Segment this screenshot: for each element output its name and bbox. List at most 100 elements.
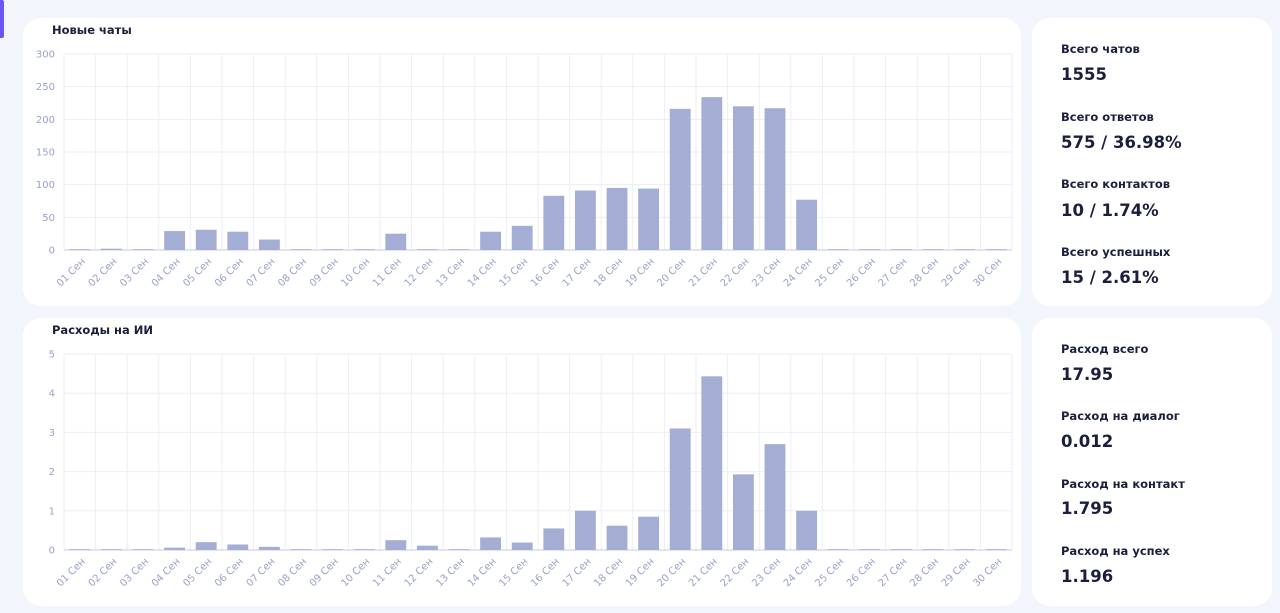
bar[interactable]	[859, 249, 881, 250]
x-tick-label: 04 Сен	[150, 556, 183, 589]
bar[interactable]	[669, 108, 691, 250]
x-tick-label: 20 Сен	[655, 556, 688, 589]
x-tick-label: 23 Сен	[750, 556, 783, 589]
y-tick-label: 0	[49, 246, 55, 257]
bar[interactable]	[132, 249, 154, 250]
bar[interactable]	[480, 537, 502, 550]
y-tick-label: 3	[49, 428, 55, 439]
bar[interactable]	[353, 249, 375, 250]
x-tick-label: 03 Сен	[118, 256, 151, 289]
bar[interactable]	[258, 546, 280, 550]
bar[interactable]	[859, 549, 881, 550]
bar[interactable]	[985, 549, 1007, 550]
bar[interactable]	[606, 525, 628, 550]
x-tick-label: 10 Сен	[339, 256, 372, 289]
bar[interactable]	[764, 108, 786, 250]
x-tick-label: 27 Сен	[877, 256, 910, 289]
bar[interactable]	[195, 229, 217, 250]
bar[interactable]	[164, 231, 186, 250]
bar[interactable]	[574, 510, 596, 550]
ai-costs-chart-card: Расходы на ИИ 0 1 2 3 4 5 01 Сен 02 Сен 03 Сен 04…	[23, 318, 1021, 606]
y-tick-label: 250	[36, 82, 55, 93]
bar[interactable]	[669, 428, 691, 550]
bar[interactable]	[985, 249, 1007, 250]
x-tick-label: 30 Сен	[971, 256, 1004, 289]
bar[interactable]	[701, 376, 723, 550]
bar[interactable]	[322, 549, 344, 550]
bar[interactable]	[353, 549, 375, 550]
x-tick-label: 06 Сен	[213, 556, 246, 589]
y-tick-label: 2	[49, 467, 55, 478]
x-tick-label: 13 Сен	[434, 556, 467, 589]
bar[interactable]	[796, 510, 818, 550]
stat-label-cost-total: Расход всего	[1061, 342, 1149, 356]
x-tick-label: 26 Сен	[845, 556, 878, 589]
y-tick-label: 300	[36, 50, 55, 61]
bar[interactable]	[448, 549, 470, 550]
bar[interactable]	[69, 549, 91, 550]
bar[interactable]	[796, 199, 818, 250]
bar[interactable]	[827, 249, 849, 250]
bar[interactable]	[827, 549, 849, 550]
bar[interactable]	[543, 528, 565, 550]
bar[interactable]	[416, 249, 438, 250]
stat-label-total-chats: Всего чатов	[1061, 42, 1140, 56]
stat-value-cost-per-contact: 1.795	[1061, 499, 1114, 518]
bar[interactable]	[164, 547, 186, 550]
bar[interactable]	[132, 549, 154, 550]
bar[interactable]	[227, 231, 249, 250]
x-tick-label: 13 Сен	[434, 256, 467, 289]
x-tick-label: 26 Сен	[845, 256, 878, 289]
bar[interactable]	[385, 540, 407, 550]
stat-value-total-chats: 1555	[1061, 65, 1107, 84]
bar[interactable]	[701, 97, 723, 251]
bar[interactable]	[922, 249, 944, 250]
bar[interactable]	[922, 549, 944, 550]
bar[interactable]	[258, 239, 280, 250]
bar[interactable]	[290, 549, 312, 550]
bar[interactable]	[890, 549, 912, 550]
bar[interactable]	[100, 549, 122, 550]
bar[interactable]	[954, 249, 976, 250]
x-tick-label: 09 Сен	[308, 556, 341, 589]
y-tick-label: 200	[36, 115, 55, 126]
bar[interactable]	[638, 516, 660, 550]
x-tick-label: 08 Сен	[276, 556, 309, 589]
stat-label-total-replies: Всего ответов	[1061, 110, 1154, 124]
bar[interactable]	[385, 233, 407, 250]
bar[interactable]	[69, 249, 91, 250]
stat-label-total-successful: Всего успешных	[1061, 245, 1171, 259]
bar[interactable]	[638, 188, 660, 250]
bar[interactable]	[574, 190, 596, 250]
bar[interactable]	[732, 474, 754, 550]
bar[interactable]	[732, 106, 754, 251]
bar[interactable]	[416, 545, 438, 550]
bar[interactable]	[543, 195, 565, 250]
bar[interactable]	[448, 249, 470, 250]
x-tick-label: 30 Сен	[971, 556, 1004, 589]
x-tick-label: 20 Сен	[655, 256, 688, 289]
bar[interactable]	[322, 249, 344, 250]
x-tick-label: 18 Сен	[592, 256, 625, 289]
x-tick-label: 17 Сен	[561, 556, 594, 589]
bar[interactable]	[290, 249, 312, 250]
x-tick-label: 19 Сен	[624, 556, 657, 589]
bar[interactable]	[890, 249, 912, 250]
bar[interactable]	[100, 248, 122, 250]
bar[interactable]	[511, 542, 533, 550]
bar[interactable]	[606, 187, 628, 250]
x-tick-label: 14 Сен	[466, 256, 499, 289]
bar[interactable]	[480, 231, 502, 250]
bar[interactable]	[954, 549, 976, 550]
bar[interactable]	[511, 225, 533, 250]
stat-value-total-contacts: 10 / 1.74%	[1061, 201, 1159, 220]
x-tick-label: 01 Сен	[55, 256, 88, 289]
x-tick-label: 21 Сен	[687, 556, 720, 589]
x-tick-label: 06 Сен	[213, 256, 246, 289]
stat-value-cost-per-dialog: 0.012	[1061, 432, 1114, 451]
bar[interactable]	[195, 542, 217, 550]
bar[interactable]	[227, 544, 249, 550]
x-tick-label: 28 Сен	[908, 256, 941, 289]
bar[interactable]	[764, 444, 786, 550]
y-tick-label: 150	[36, 148, 55, 159]
